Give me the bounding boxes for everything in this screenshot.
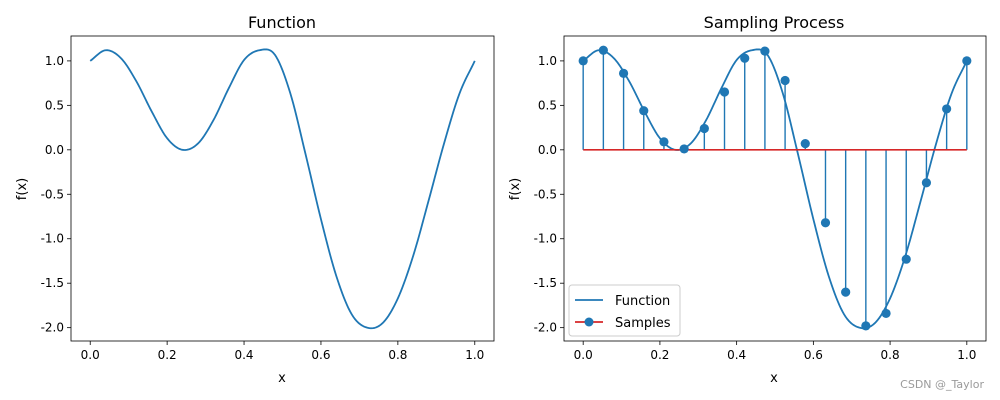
sample-point: [800, 138, 810, 149]
watermark: CSDN @_Taylor: [900, 378, 984, 391]
x-tick-label: 1.0: [957, 348, 976, 362]
y-tick-label: -0.5: [41, 187, 64, 201]
axes-frame: [70, 35, 495, 342]
x-tick-label: 0.4: [727, 348, 746, 362]
y-tick-label: -1.5: [534, 276, 557, 290]
sample-point: [618, 68, 629, 78]
y-tick-label: 0.0: [538, 143, 557, 157]
y-tick-label: -2.0: [41, 321, 64, 335]
function-line: [89, 48, 476, 330]
plot-title: Function: [248, 13, 316, 32]
x-axis-label: x: [278, 371, 286, 386]
legend-samples-label: Samples: [615, 316, 671, 331]
sampling-plot: Sampling Process 0.0 0.2 0.4 0.6 0.8 1.0 1.0 0…: [508, 13, 987, 386]
sample-point: [719, 87, 730, 97]
y-tick-label: 0.0: [45, 143, 64, 157]
sample-point: [740, 53, 750, 63]
x-tick-label: 0.6: [804, 348, 823, 362]
y-tick-label: -1.0: [534, 232, 557, 246]
y-tick-label: -2.0: [534, 321, 557, 335]
x-tick-label: 0.6: [311, 348, 330, 362]
sample-point: [942, 104, 952, 114]
sample-point: [578, 56, 588, 66]
x-tick-label: 0.8: [881, 348, 900, 362]
y-tick-label: 1.0: [45, 54, 64, 68]
legend-function-label: Function: [615, 294, 670, 309]
sample-point: [861, 321, 871, 331]
x-tick-label: 0.2: [158, 348, 177, 362]
x-tick-label: 1.0: [465, 348, 484, 362]
sample-point: [820, 218, 831, 228]
x-tick-label: 0.0: [574, 348, 593, 362]
sample-point: [921, 178, 932, 188]
x-tick-label: 0.2: [650, 348, 669, 362]
sample-point: [881, 308, 891, 319]
sample-point: [659, 137, 669, 147]
plot-title: Sampling Process: [704, 13, 845, 32]
sample-point: [841, 287, 851, 297]
axes-frame: [563, 35, 987, 342]
sample-point: [679, 144, 689, 154]
sample-point: [760, 46, 770, 56]
legend: Function Samples: [568, 284, 681, 337]
y-tick-label: 1.0: [538, 54, 557, 68]
y-tick-label: 0.5: [45, 98, 64, 112]
y-axis-label: f(x): [508, 178, 523, 200]
y-tick-label: -1.0: [41, 232, 64, 246]
sample-point: [780, 75, 790, 86]
y-tick-label: -0.5: [534, 187, 557, 201]
x-tick-label: 0.8: [388, 348, 407, 362]
sample-point: [598, 45, 608, 55]
x-tick-label: 0.4: [234, 348, 253, 362]
legend-samples-marker: [584, 317, 594, 327]
x-axis-label: x: [770, 371, 778, 386]
y-tick-label: 0.5: [538, 98, 557, 112]
sample-point: [962, 56, 972, 66]
y-tick-label: -1.5: [41, 276, 64, 290]
sample-point: [699, 123, 709, 134]
sample-point: [639, 106, 649, 116]
legend-box: [568, 284, 681, 337]
sample-point: [901, 254, 911, 264]
y-axis-label: f(x): [15, 178, 30, 200]
function-line: [582, 48, 968, 330]
function-plot: Function 0.0 0.2 0.4 0.6 0.8 1.0 1.0 0.5 0.0 -0.…: [15, 13, 495, 386]
x-tick-label: 0.0: [81, 348, 100, 362]
